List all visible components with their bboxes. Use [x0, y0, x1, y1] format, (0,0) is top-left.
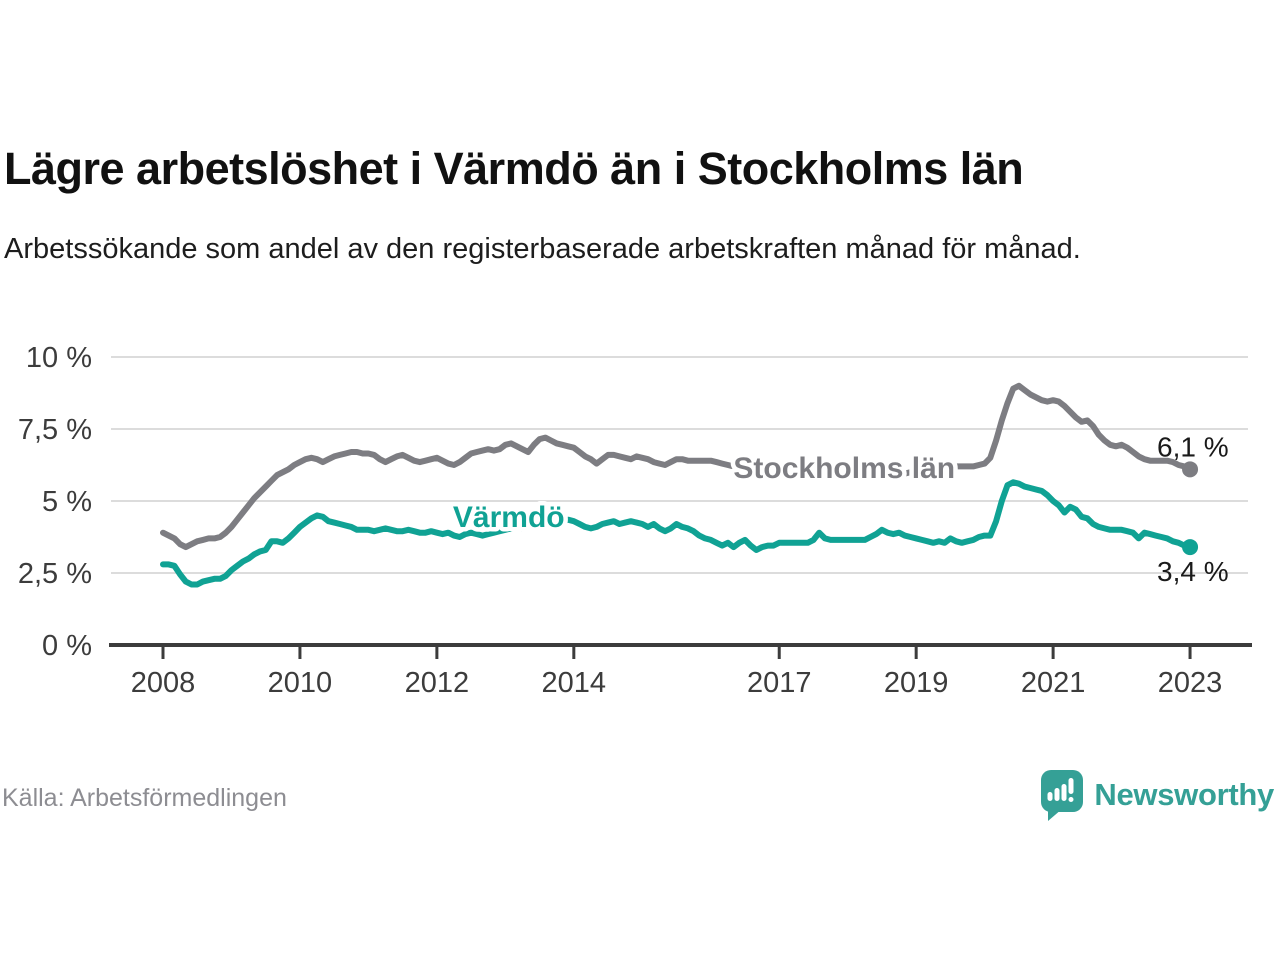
y-tick-label: 2,5 %: [18, 558, 92, 590]
x-tick-label: 2010: [268, 667, 333, 699]
series-line-varmdo: [160, 479, 1193, 588]
chart-subtitle: Arbetssökande som andel av den registerb…: [4, 233, 1081, 265]
x-tick-label: 2008: [131, 667, 196, 699]
line-chart: 10 % 7,5 % 5 % 2,5 % 0 % 2008 2010 2012 2014 2017…: [18, 342, 1252, 699]
y-tick-label: 0 %: [42, 630, 92, 662]
page-title: Lägre arbetslöshet i Värmdö än i Stockho…: [4, 143, 1024, 194]
newsworthy-logo-icon: [1041, 769, 1084, 821]
newsworthy-logo: Newsworthy: [1040, 768, 1274, 822]
series-label-varmdo: Värmdö: [453, 501, 565, 534]
series-end-dot-stockholms-lan: [1182, 461, 1199, 478]
series-label-stockholms-lan: Stockholms län: [733, 452, 955, 485]
series-end-dot-varmdo: [1182, 539, 1199, 556]
x-tick-label: 2021: [1021, 667, 1086, 699]
x-tick-label: 2023: [1158, 667, 1223, 699]
newsworthy-logo-text: Newsworthy: [1094, 777, 1274, 812]
x-tick-label: 2019: [884, 667, 949, 699]
x-tick-label: 2017: [747, 667, 812, 699]
y-tick-label: 7,5 %: [18, 414, 92, 446]
series-end-value-varmdo: 3,4 %: [1157, 556, 1229, 587]
y-tick-label: 5 %: [42, 486, 92, 518]
x-tick-label: 2012: [405, 667, 470, 699]
y-tick-label: 10 %: [26, 342, 92, 374]
series-end-value-stockholms-lan: 6,1 %: [1157, 431, 1229, 462]
series-line-stockholms-lan: [160, 382, 1193, 551]
source-note: Källa: Arbetsförmedlingen: [2, 784, 287, 812]
x-tick-label: 2014: [542, 667, 607, 699]
